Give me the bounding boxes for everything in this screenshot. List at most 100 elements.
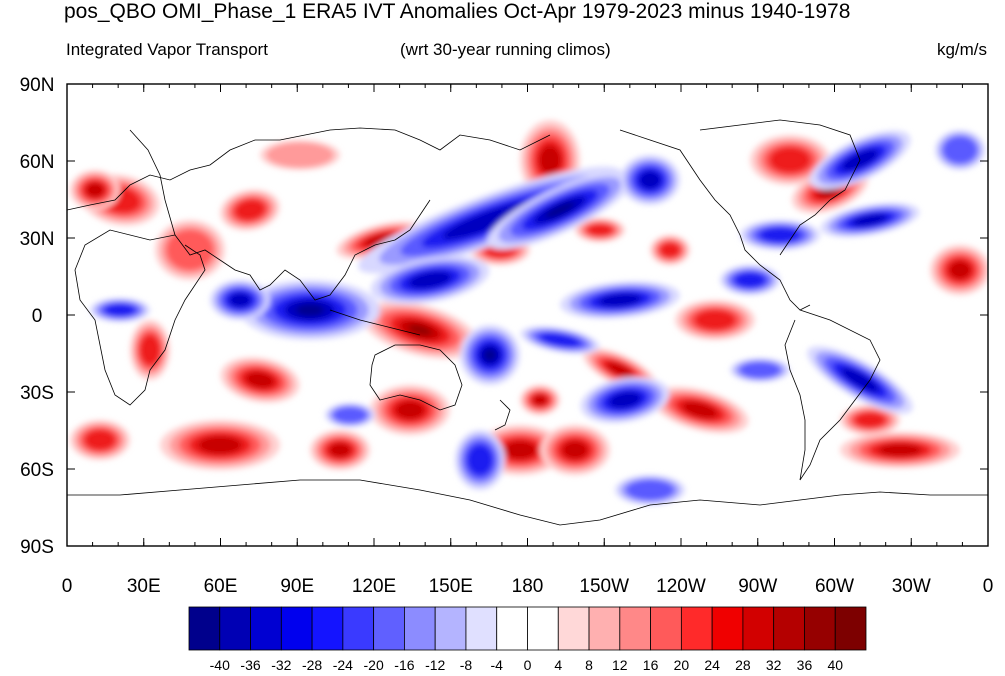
- negative-anomaly: [484, 349, 496, 361]
- colorbar-label: -24: [333, 657, 353, 673]
- colorbar-label: 40: [827, 657, 843, 673]
- colorbar-box: [280, 606, 313, 651]
- positive-anomaly: [329, 442, 351, 458]
- lon-label: 120E: [352, 576, 396, 597]
- negative-anomaly: [104, 303, 136, 317]
- negative-anomaly: [852, 213, 888, 227]
- colorbar-box: [650, 606, 682, 651]
- positive-anomaly: [234, 199, 266, 221]
- negative-anomaly: [639, 171, 661, 189]
- positive-anomaly: [854, 412, 886, 428]
- lon-label: 60W: [815, 576, 854, 597]
- negative-anomaly: [734, 272, 766, 288]
- lon-label: 30E: [127, 576, 161, 597]
- colorbar-box: [342, 606, 375, 651]
- colorbar-box: [465, 606, 498, 651]
- colorbar-label: 36: [797, 657, 813, 673]
- colorbar-label: 4: [554, 657, 562, 673]
- negative-anomaly: [598, 293, 642, 307]
- positive-anomaly: [682, 401, 718, 419]
- colorbar-box: [804, 606, 836, 651]
- positive-anomaly: [659, 242, 681, 258]
- positive-anomaly: [694, 309, 736, 331]
- positive-anomaly: [503, 441, 537, 459]
- map-title: pos_QBO OMI_Phase_1 ERA5 IVT Anomalies O…: [64, 0, 851, 23]
- negative-anomaly: [296, 304, 324, 316]
- colorbar-label: 24: [704, 657, 720, 673]
- lat-label: 30N: [20, 229, 55, 250]
- lon-label: 60E: [204, 576, 238, 597]
- colorbar-label: 0: [524, 657, 532, 673]
- longitude-labels: 0 30E 60E 90E 120E 150E 180 150W 120W 90W 60W 30W 0: [62, 576, 994, 597]
- lon-label: 180: [512, 576, 544, 597]
- positive-anomaly: [539, 145, 561, 175]
- negative-anomaly: [545, 202, 575, 218]
- positive-anomaly: [86, 182, 104, 198]
- negative-anomaly: [442, 200, 538, 240]
- positive-anomaly: [364, 233, 396, 247]
- colorbar-box: [680, 606, 713, 651]
- colorbar-box: [742, 606, 775, 651]
- positive-anomaly: [606, 362, 634, 378]
- colorbar-box: [188, 606, 221, 651]
- colorbar-label: 28: [735, 657, 751, 673]
- positive-anomaly: [245, 371, 275, 389]
- colorbar-box: [711, 606, 744, 651]
- colorbar-box: [311, 606, 344, 651]
- colorbar-labels: -40 -36 -32 -28 -24 -20 -16 -12 -8 -4 0 4 8 12 16 20 24 2…: [210, 657, 844, 673]
- negative-anomaly: [626, 479, 674, 501]
- positive-anomaly: [769, 147, 811, 173]
- lat-label: 30S: [20, 383, 54, 404]
- colorbar-box: [588, 606, 621, 651]
- lat-label: 90N: [20, 75, 55, 96]
- positive-anomaly: [408, 324, 432, 336]
- reference-label: (wrt 30-year running climos): [400, 40, 611, 59]
- latitude-labels: 90N 60N 30N 0 30S 60S 90S: [20, 75, 55, 558]
- negative-anomaly: [467, 444, 493, 476]
- negative-anomaly: [759, 227, 801, 243]
- colorbar-label: -8: [460, 657, 473, 673]
- lat-label: 60N: [20, 152, 55, 173]
- colorbar-box: [373, 606, 405, 651]
- colorbar-label: -28: [302, 657, 322, 673]
- colorbar-box: [773, 606, 805, 651]
- positive-anomaly: [562, 441, 588, 459]
- colorbar-box: [219, 606, 251, 651]
- colorbar-box: [619, 606, 651, 651]
- positive-anomaly: [587, 223, 613, 237]
- colorbar-box: [527, 606, 559, 651]
- colorbar-label: 8: [585, 657, 593, 673]
- negative-anomaly: [943, 136, 977, 164]
- colorbar-box: [434, 606, 467, 651]
- colorbar-label: -32: [271, 657, 291, 673]
- negative-anomaly: [739, 361, 781, 379]
- colorbar-label: -36: [240, 657, 260, 673]
- positive-anomaly: [878, 443, 922, 457]
- colorbar-label: -12: [425, 657, 445, 673]
- negative-anomaly: [841, 367, 879, 393]
- colorbar-label: -4: [491, 657, 504, 673]
- colorbar-label: -40: [210, 657, 230, 673]
- positive-anomaly: [395, 401, 425, 419]
- lon-label: 120W: [656, 576, 706, 597]
- colorbar-label: 16: [643, 657, 659, 673]
- colorbar-box: [496, 606, 528, 651]
- positive-anomaly: [84, 429, 116, 451]
- negative-anomaly: [539, 332, 581, 348]
- lat-label: 60S: [20, 460, 54, 481]
- lat-label: 0: [32, 306, 43, 327]
- colorbar-label: -16: [394, 657, 414, 673]
- lon-label: 150E: [429, 576, 473, 597]
- colorbar: [188, 606, 867, 651]
- lon-label: 90E: [280, 576, 314, 597]
- positive-anomaly: [198, 436, 242, 454]
- coastlines: [67, 119, 988, 526]
- lon-label: 150W: [579, 576, 629, 597]
- colorbar-label: 20: [674, 657, 690, 673]
- lon-label: 90W: [738, 576, 777, 597]
- colorbar-label: 12: [612, 657, 628, 673]
- positive-anomaly: [532, 394, 548, 406]
- negative-anomaly: [408, 271, 452, 289]
- colorbar-box: [557, 606, 590, 651]
- anomaly-field: [70, 120, 988, 505]
